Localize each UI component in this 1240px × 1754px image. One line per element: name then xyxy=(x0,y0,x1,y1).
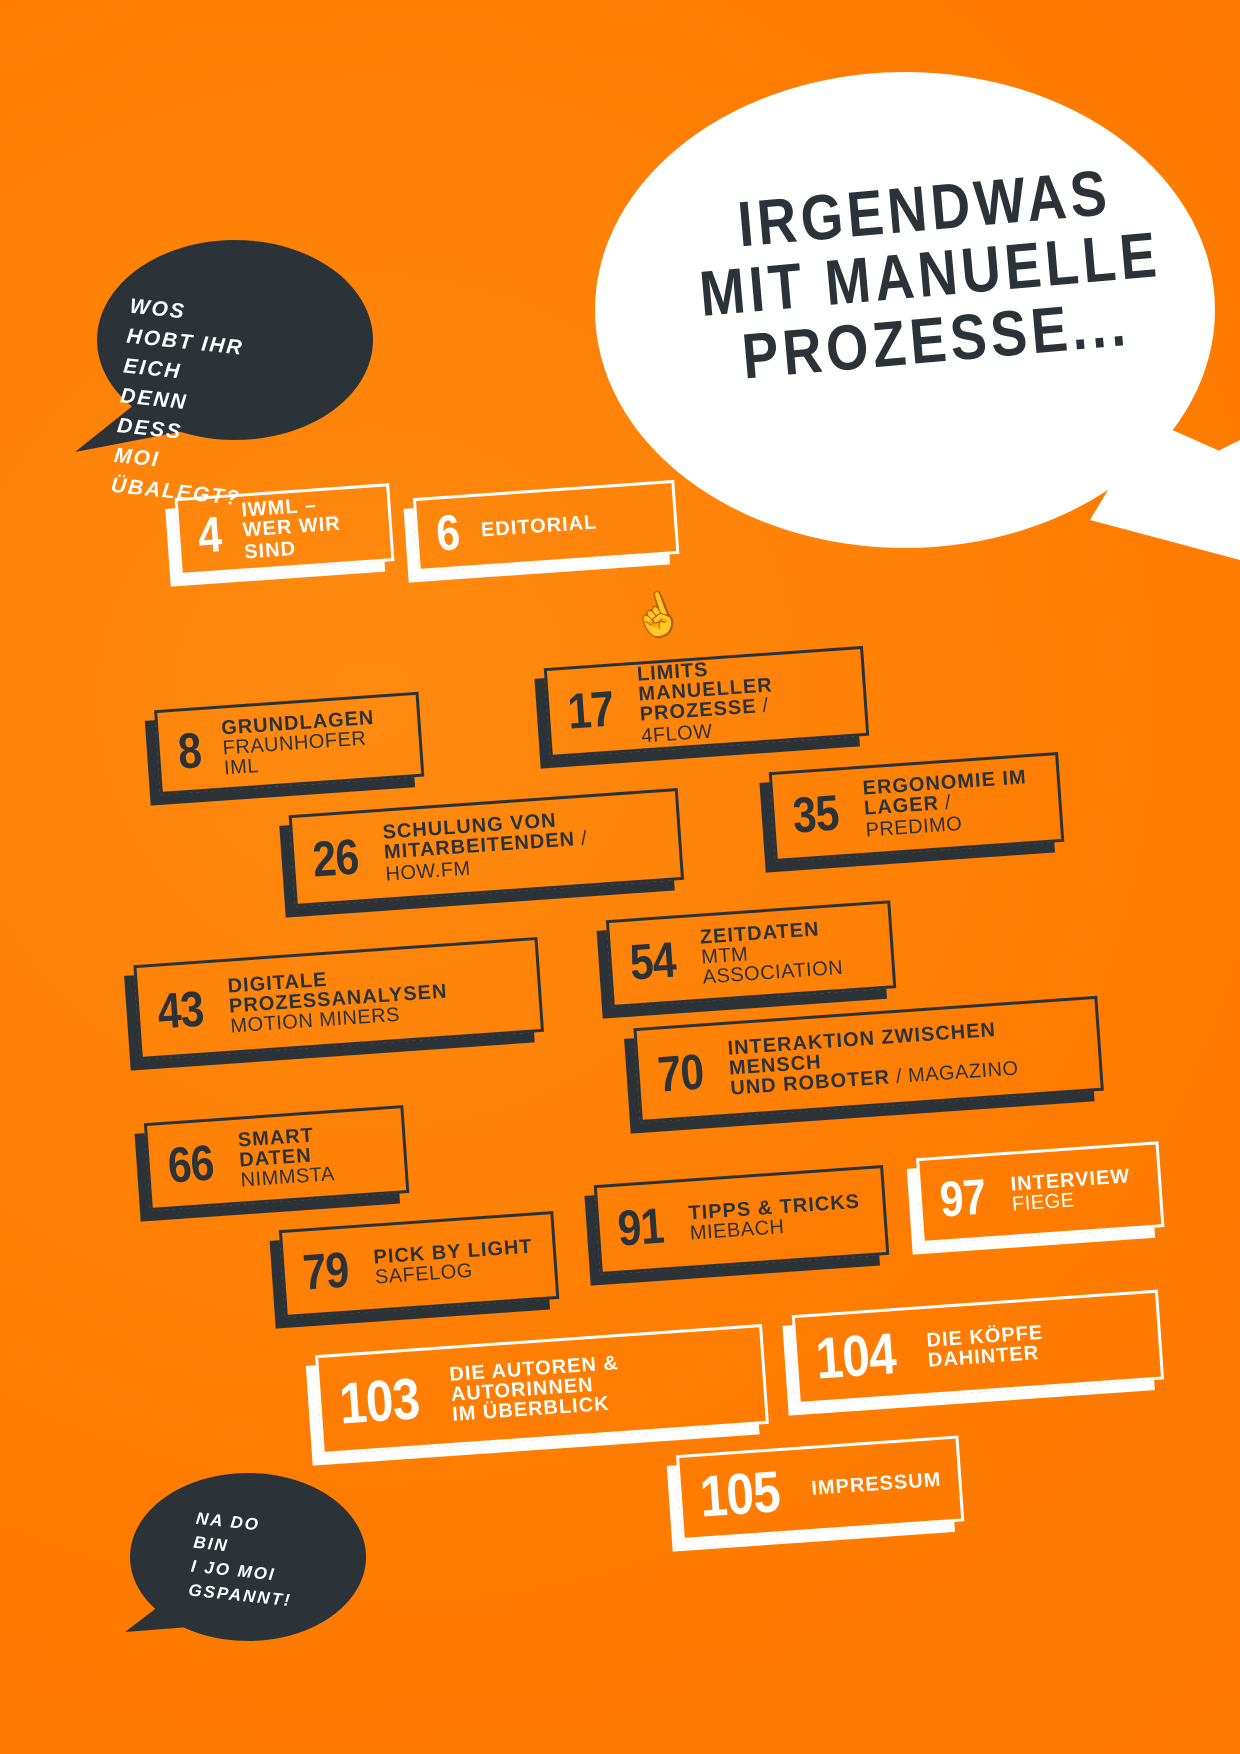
entry-text: SMART DATEN NIMMSTA xyxy=(237,1121,387,1191)
entry-text: DIE AUTOREN & AUTORINNEN IM ÜBERBLICK xyxy=(449,1344,747,1426)
entry-text: IMPRESSUM xyxy=(810,1468,943,1500)
speech-bubble-shape xyxy=(595,72,1240,560)
page-number: 17 xyxy=(565,680,616,740)
entry-text: TIPPS & TRICKS MIEBACH xyxy=(688,1191,862,1245)
page-number: 43 xyxy=(155,980,206,1040)
page-number: 104 xyxy=(813,1320,898,1392)
page-number: 66 xyxy=(165,1134,216,1194)
page-number: 4 xyxy=(196,506,223,564)
entry-text: PICK BY LIGHT SAFELOG xyxy=(373,1236,535,1289)
entry-title: IMPRESSUM xyxy=(810,1468,943,1500)
entry-text: INTERVIEW FIEGE xyxy=(1010,1165,1132,1215)
toc-entry[interactable]: 4 IWML – WER WIR SIND xyxy=(174,483,395,576)
page-number: 79 xyxy=(300,1241,351,1301)
toc-entry[interactable]: 66 SMART DATEN NIMMSTA xyxy=(143,1105,410,1211)
entry-text: GRUNDLAGEN FRAUNHOFER IML xyxy=(221,706,403,779)
page-number: 91 xyxy=(615,1197,666,1257)
page-number: 54 xyxy=(627,931,678,991)
entry-title-line2: LAGER / PREDIMO xyxy=(863,786,1042,842)
entry-text: ERGONOMIE IM LAGER / PREDIMO xyxy=(862,766,1042,842)
entry-text: IWML – WER WIR SIND xyxy=(241,492,373,565)
entry-text: LIMITS MANUELLER PROZESSE / 4FLOW xyxy=(636,650,848,748)
page-number: 97 xyxy=(937,1168,988,1228)
entry-title: DIE KÖPFE DAHINTER xyxy=(925,1321,1044,1372)
page-number: 26 xyxy=(310,828,361,888)
page-number: 70 xyxy=(655,1043,706,1103)
page-number: 35 xyxy=(790,784,841,844)
entry-title-line2: WER WIR SIND xyxy=(242,512,373,565)
entry-text: SCHULUNG VON MITARBEITENDEN / HOW.FM xyxy=(382,803,662,886)
entry-text: DIGITALE PROZESSANALYSEN MOTION MINERS xyxy=(227,956,522,1037)
page-number: 103 xyxy=(337,1365,422,1437)
entry-title: EDITORIAL xyxy=(480,511,598,542)
entry-text: DIE KÖPFE DAHINTER xyxy=(925,1316,1141,1372)
page-number: 6 xyxy=(434,504,462,562)
page-number: 8 xyxy=(176,721,203,780)
entry-text: EDITORIAL xyxy=(480,511,598,542)
entry-title2: WER WIR SIND xyxy=(242,512,342,564)
entry-text: ZEITDATEN MTM ASSOCIATION xyxy=(699,916,874,988)
speech-bubble-shape xyxy=(125,1473,366,1641)
page-number: 105 xyxy=(697,1458,782,1530)
toc-entry[interactable]: 97 INTERVIEW FIEGE xyxy=(916,1141,1165,1244)
entry-text: INTERAKTION ZWISCHEN MENSCH UND ROBOTER … xyxy=(727,1014,1082,1100)
speech-bubble-shape xyxy=(75,240,373,452)
